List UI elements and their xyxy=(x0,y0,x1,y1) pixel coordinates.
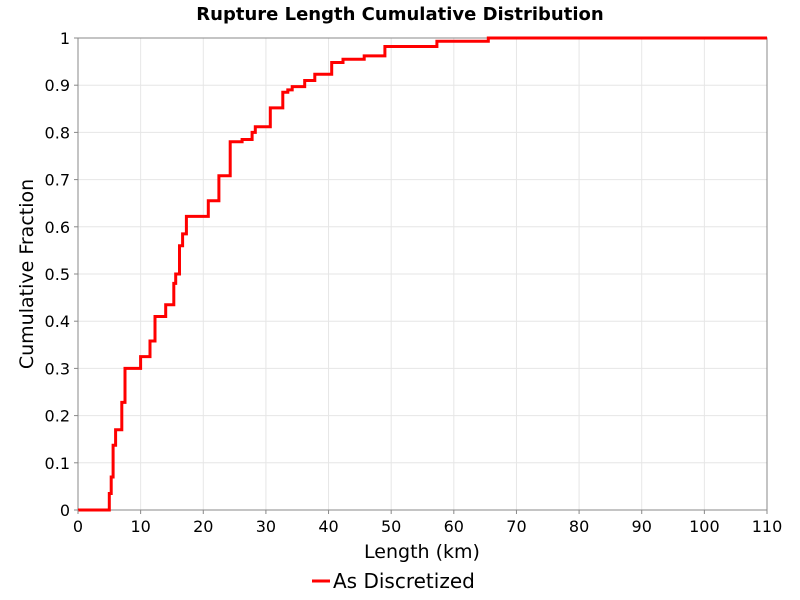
y-tick-label: 0.3 xyxy=(45,359,70,378)
legend-label-as-discretized: As Discretized xyxy=(333,569,475,593)
x-axis-label: Length (km) xyxy=(364,541,480,563)
x-tick-label: 30 xyxy=(256,517,276,536)
tick-labels: 0 10 20 30 40 50 60 70 80 90 100 110 0 0.1 0.2 0.3 0.4 0.… xyxy=(45,29,783,536)
x-tick-label: 60 xyxy=(444,517,464,536)
y-tick-label: 0.2 xyxy=(45,407,70,426)
x-tick-label: 90 xyxy=(632,517,652,536)
x-tick-label: 70 xyxy=(506,517,526,536)
y-tick-label: 0.9 xyxy=(45,76,70,95)
x-tick-label: 80 xyxy=(569,517,589,536)
y-tick-label: 0.8 xyxy=(45,123,70,142)
gridlines xyxy=(77,37,768,511)
x-tick-label: 100 xyxy=(689,517,720,536)
y-tick-label: 0.6 xyxy=(45,218,70,237)
y-axis-label: Cumulative Fraction xyxy=(16,179,38,369)
x-tick-label: 40 xyxy=(318,517,338,536)
x-tick-label: 50 xyxy=(381,517,401,536)
chart-title: Rupture Length Cumulative Distribution xyxy=(196,4,603,25)
y-tick-label: 0.7 xyxy=(45,171,70,190)
y-tick-label: 0.5 xyxy=(45,265,70,284)
series-line-as-discretized xyxy=(78,36,767,512)
y-tick-label: 0.4 xyxy=(45,312,70,331)
y-tick-label: 0.1 xyxy=(45,454,70,473)
y-tick-label: 1 xyxy=(60,29,70,48)
y-tick-label: 0 xyxy=(60,501,70,520)
series-layer xyxy=(78,36,767,512)
x-tick-label: 10 xyxy=(130,517,150,536)
legend: As Discretized xyxy=(312,569,475,593)
x-tick-label: 110 xyxy=(752,517,783,536)
x-tick-label: 20 xyxy=(193,517,213,536)
x-tick-label: 0 xyxy=(73,517,83,536)
